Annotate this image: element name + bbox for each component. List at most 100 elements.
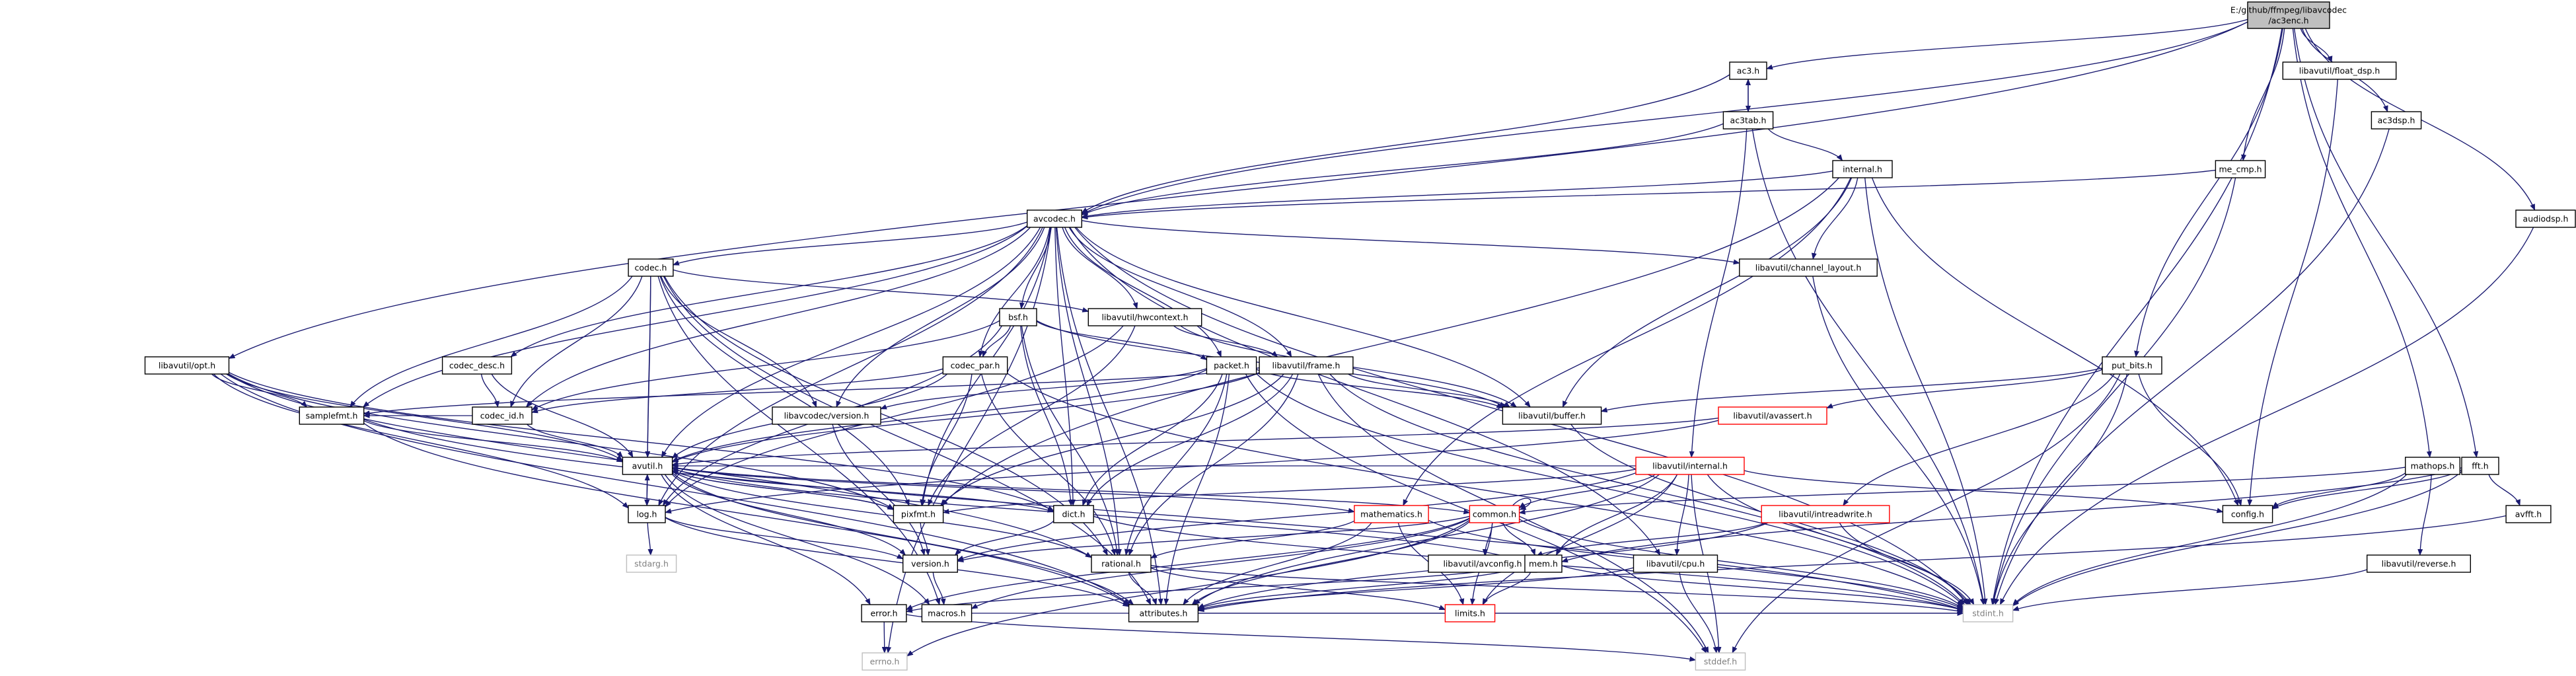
node-frame[interactable]: libavutil/frame.h <box>1259 356 1354 375</box>
edge-putbits-to-config <box>2138 373 2242 506</box>
node-common[interactable]: common.h <box>1469 505 1520 523</box>
edge-common-to-errno <box>906 519 1470 657</box>
edge-ac3tab-to-avcodec <box>1081 123 1724 215</box>
node-putbits[interactable]: put_bits.h <box>2102 356 2162 375</box>
node-codecpar[interactable]: codec_par.h <box>942 356 1008 375</box>
node-label-config: config.h <box>2231 509 2264 519</box>
edge-rational-to-stdint <box>1150 564 1964 614</box>
node-attributes[interactable]: attributes.h <box>1128 604 1199 622</box>
edge-avcodec-to-avutil <box>661 227 1041 458</box>
edge-cpu-to-attributes <box>1197 567 1634 611</box>
node-box-ac3tab <box>1722 111 1774 130</box>
node-limits[interactable]: limits.h <box>1444 604 1496 622</box>
node-mem[interactable]: mem.h <box>1524 554 1563 573</box>
edge-dict-to-version <box>954 520 1054 556</box>
root-node[interactable]: E:/github/ffmpeg/libavcodec /ac3enc.h <box>2230 1 2347 29</box>
node-log[interactable]: log.h <box>628 505 666 523</box>
node-version[interactable]: version.h <box>902 554 958 573</box>
edge-frame-to-pixfmt <box>940 373 1284 506</box>
node-box-avutil <box>622 457 673 475</box>
edge-intreadwrite-to-avconfig <box>1536 522 1767 556</box>
node-packet[interactable]: packet.h <box>1206 356 1257 375</box>
edge-opt-to-log <box>213 373 629 509</box>
node-reverse[interactable]: libavutil/reverse.h <box>2366 554 2471 573</box>
node-label-chlayout: libavutil/channel_layout.h <box>1755 263 1862 273</box>
node-bsf[interactable]: bsf.h <box>999 308 1037 326</box>
node-label-floatdsp: libavutil/float_dsp.h <box>2299 66 2380 76</box>
node-macros[interactable]: macros.h <box>921 604 973 622</box>
node-chlayout[interactable]: libavutil/channel_layout.h <box>1739 258 1878 277</box>
edge-codecpar-to-pixfmt <box>920 373 973 506</box>
edge-root-to-putbits <box>2134 28 2283 357</box>
edge-opt-to-avutil <box>226 373 624 461</box>
edge-floatdsp-to-config <box>2247 79 2338 506</box>
node-label-codecdesc: codec_desc.h <box>449 361 505 371</box>
edge-intreadwrite-to-stdint <box>1839 522 1975 605</box>
node-ac3[interactable]: ac3.h <box>1729 61 1767 80</box>
node-hwcontext[interactable]: libavutil/hwcontext.h <box>1087 308 1202 326</box>
node-floatdsp[interactable]: libavutil/float_dsp.h <box>2282 61 2397 80</box>
node-error[interactable]: error.h <box>861 604 907 622</box>
node-lavcversion[interactable]: libavcodec/version.h <box>772 406 881 425</box>
node-fft[interactable]: fft.h <box>2461 457 2499 475</box>
node-config[interactable]: config.h <box>2222 505 2273 523</box>
node-ac3tab[interactable]: ac3tab.h <box>1722 111 1774 130</box>
node-avutil[interactable]: avutil.h <box>622 457 673 475</box>
edge-bsf-to-dict <box>1020 325 1074 506</box>
node-mathops[interactable]: mathops.h <box>2404 457 2460 475</box>
node-label-internal: internal.h <box>1843 165 1882 174</box>
root-title-line-2: /ac3enc.h <box>2268 16 2308 26</box>
node-lavuinternal[interactable]: libavutil/internal.h <box>1635 457 1745 475</box>
edge-packet-to-attributes <box>1163 373 1230 605</box>
node-internal[interactable]: internal.h <box>1832 160 1893 178</box>
node-codecdesc[interactable]: codec_desc.h <box>441 356 513 375</box>
node-buffer[interactable]: libavutil/buffer.h <box>1502 406 1602 425</box>
node-avconfig[interactable]: libavutil/avconfig.h <box>1428 554 1537 573</box>
node-avfft[interactable]: avfft.h <box>2505 505 2552 523</box>
edge-avcodec-to-lavcversion <box>836 227 1045 408</box>
node-box-chlayout <box>1739 258 1878 277</box>
node-samplefmt[interactable]: samplefmt.h <box>299 406 365 425</box>
node-label-avutil: avutil.h <box>632 461 663 471</box>
node-intreadwrite[interactable]: libavutil/intreadwrite.h <box>1761 505 1890 523</box>
edge-bsf-to-codecid <box>531 320 1000 410</box>
node-box-lavcversion <box>772 406 881 425</box>
edge-root-to-stdint <box>1991 28 2283 605</box>
node-label-intreadwrite: libavutil/intreadwrite.h <box>1779 509 1872 519</box>
node-label-stdarg: stdarg.h <box>634 559 669 569</box>
node-label-audiodsp: audiodsp.h <box>2523 214 2569 224</box>
node-label-macros: macros.h <box>928 609 966 619</box>
node-codec[interactable]: codec.h <box>628 258 674 277</box>
edge-layer <box>211 19 2536 662</box>
node-box-intreadwrite <box>1761 505 1890 523</box>
edge-root-to-opt <box>228 21 2248 359</box>
node-rational[interactable]: rational.h <box>1091 554 1152 573</box>
edge-error-to-stddef <box>906 614 1697 662</box>
edge-lavuinternal-to-config <box>1744 470 2224 513</box>
edge-ac3tab-to-stdint <box>1751 128 1986 605</box>
edge-common-to-common <box>1512 498 1531 510</box>
edge-frame-to-dict <box>1086 373 1294 506</box>
node-codecid[interactable]: codec_id.h <box>472 406 533 425</box>
edge-opt-to-samplefmt <box>211 373 308 408</box>
node-cpu[interactable]: libavutil/cpu.h <box>1633 554 1718 573</box>
node-pixfmt[interactable]: pixfmt.h <box>893 505 944 523</box>
node-mecmp[interactable]: me_cmp.h <box>2215 160 2266 178</box>
node-avassert[interactable]: libavutil/avassert.h <box>1718 406 1827 425</box>
edge-lavcversion-to-version <box>832 424 926 556</box>
edge-bsf-to-rational <box>1021 325 1120 556</box>
edge-avutil-to-error <box>661 474 871 605</box>
node-opt[interactable]: libavutil/opt.h <box>144 356 230 375</box>
edge-avcodec-to-codecdesc <box>510 225 1028 357</box>
edge-codec-to-codecid <box>510 276 643 408</box>
edge-frame-to-rational <box>1128 373 1299 556</box>
node-dict[interactable]: dict.h <box>1053 505 1094 523</box>
node-audiodsp[interactable]: audiodsp.h <box>2515 209 2576 228</box>
node-avcodec[interactable]: avcodec.h <box>1026 209 1082 228</box>
edge-mathematics-to-rational <box>1150 520 1355 559</box>
node-box-reverse <box>2366 554 2471 573</box>
node-ac3dsp[interactable]: ac3dsp.h <box>2371 111 2422 130</box>
edge-mathops-to-reverse <box>2417 474 2432 556</box>
node-box-internal <box>1832 160 1893 178</box>
node-mathematics[interactable]: mathematics.h <box>1354 505 1429 523</box>
